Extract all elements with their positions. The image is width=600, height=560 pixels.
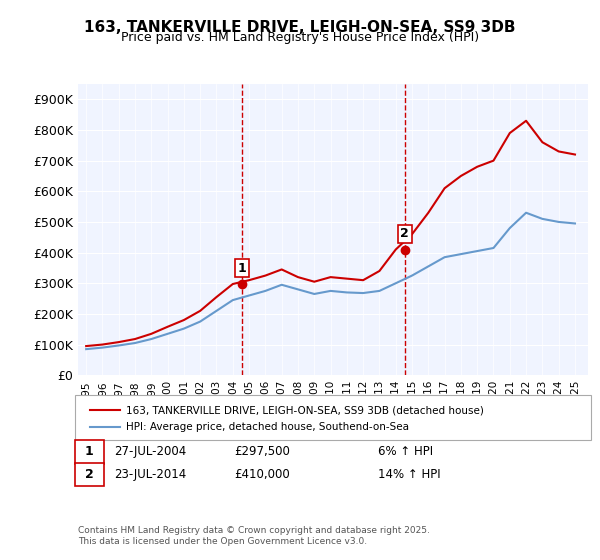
Text: Contains HM Land Registry data © Crown copyright and database right 2025.
This d: Contains HM Land Registry data © Crown c… bbox=[78, 526, 430, 546]
Text: £297,500: £297,500 bbox=[234, 445, 290, 459]
Text: 27-JUL-2004: 27-JUL-2004 bbox=[114, 445, 186, 459]
Text: 163, TANKERVILLE DRIVE, LEIGH-ON-SEA, SS9 3DB (detached house): 163, TANKERVILLE DRIVE, LEIGH-ON-SEA, SS… bbox=[126, 405, 484, 416]
Text: 6% ↑ HPI: 6% ↑ HPI bbox=[378, 445, 433, 459]
Text: Price paid vs. HM Land Registry's House Price Index (HPI): Price paid vs. HM Land Registry's House … bbox=[121, 31, 479, 44]
Text: 2: 2 bbox=[85, 468, 94, 481]
Text: 14% ↑ HPI: 14% ↑ HPI bbox=[378, 468, 440, 481]
Text: 163, TANKERVILLE DRIVE, LEIGH-ON-SEA, SS9 3DB: 163, TANKERVILLE DRIVE, LEIGH-ON-SEA, SS… bbox=[84, 20, 516, 35]
Text: £410,000: £410,000 bbox=[234, 468, 290, 481]
Text: 2: 2 bbox=[400, 227, 409, 240]
Text: 23-JUL-2014: 23-JUL-2014 bbox=[114, 468, 186, 481]
Text: 1: 1 bbox=[85, 445, 94, 459]
Text: HPI: Average price, detached house, Southend-on-Sea: HPI: Average price, detached house, Sout… bbox=[126, 422, 409, 432]
Text: 1: 1 bbox=[238, 262, 247, 275]
